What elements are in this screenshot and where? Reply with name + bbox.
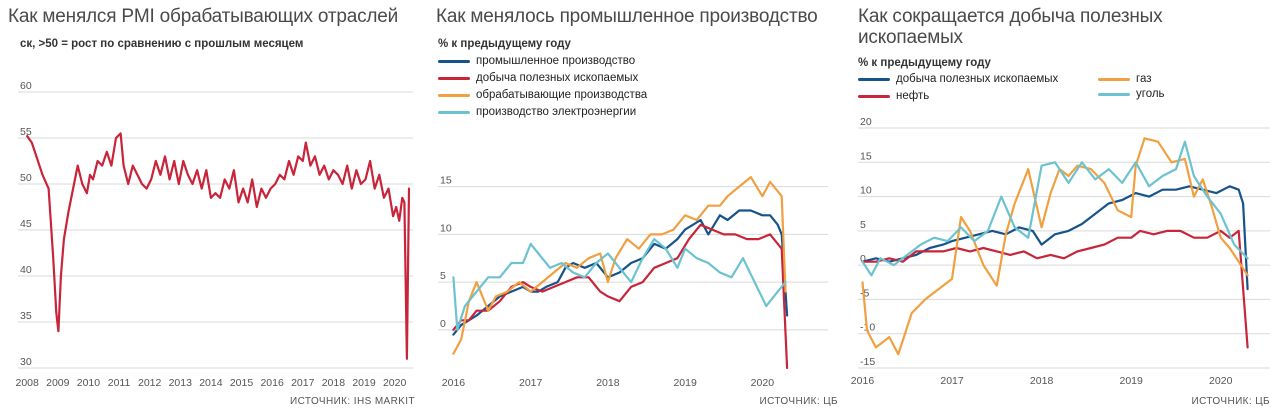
x-tick-label: 2016 <box>442 377 466 389</box>
legend-item: добыча полезных ископаемых <box>858 73 1058 85</box>
y-tick-label: 40 <box>20 264 32 276</box>
legend-label: газ <box>1136 73 1152 85</box>
x-tick-label: 2008 <box>16 377 40 389</box>
legend-label: нефть <box>896 90 930 102</box>
series-line-pmi <box>26 132 411 360</box>
legend-swatch <box>438 110 470 114</box>
legend-label: промышленное производство <box>476 55 636 67</box>
y-tick-label: 10 <box>860 185 872 197</box>
chart-source: ИСТОЧНИК: ЦБ <box>759 396 838 407</box>
y-tick-label: 5 <box>440 270 446 282</box>
y-tick-label: 35 <box>20 310 32 322</box>
x-tick-label: 2017 <box>291 377 315 389</box>
series-line-series <box>861 229 1249 349</box>
chart-source: ИСТОЧНИК: IHS MARKIT <box>290 396 415 407</box>
y-tick-label: 15 <box>440 175 452 187</box>
chart-panel-pmi: Как менялся PMI обрабатывающих отраслей … <box>0 0 425 417</box>
chart-panel-mining: Как сокращается добыча полезных ископаем… <box>850 0 1280 417</box>
y-tick-label: 15 <box>860 150 872 162</box>
x-tick-label: 2019 <box>1119 375 1143 387</box>
y-tick-label: 0 <box>860 253 866 265</box>
legend-label: производство электроэнергии <box>476 106 637 118</box>
x-tick-label: 2020 <box>1209 375 1233 387</box>
legend-swatch <box>858 94 890 98</box>
y-tick-label: 5 <box>860 219 866 231</box>
y-tick-label: 55 <box>20 126 32 138</box>
legend-item: производство электроэнергии <box>438 106 636 118</box>
x-tick-label: 2020 <box>751 377 775 389</box>
x-tick-label: 2017 <box>519 377 543 389</box>
x-tick-label: 2016 <box>851 375 875 387</box>
legend-item: обрабатывающие производства <box>438 89 647 101</box>
y-tick-label: -5 <box>860 287 869 299</box>
series-line-series <box>861 185 1249 291</box>
y-tick-label: 10 <box>440 222 452 234</box>
legend-item: добыча полезных ископаемых <box>438 72 638 84</box>
legend-swatch <box>1098 92 1130 96</box>
y-tick-label: 20 <box>860 116 872 128</box>
series-line-series <box>452 238 787 331</box>
chart-title: Как менялось промышленное производство <box>436 6 818 27</box>
legend-item: промышленное производство <box>438 55 635 67</box>
x-tick-label: 2013 <box>169 377 193 389</box>
x-tick-label: 2017 <box>940 375 964 387</box>
x-tick-label: 2019 <box>673 377 697 389</box>
x-tick-label: 2009 <box>46 377 70 389</box>
y-tick-label: 60 <box>20 80 32 92</box>
legend-item: нефть <box>858 90 929 102</box>
x-tick-label: 2011 <box>108 377 131 389</box>
legend-item: уголь <box>1098 88 1165 100</box>
legend-swatch <box>858 77 890 81</box>
x-tick-label: 2020 <box>383 377 407 389</box>
chart-title: Как сокращается добыча полезных ископаем… <box>858 6 1163 48</box>
y-tick-label: 0 <box>440 318 446 330</box>
series-line-series <box>452 223 789 370</box>
x-tick-label: 2018 <box>596 377 620 389</box>
y-tick-label: 50 <box>20 172 32 184</box>
chart-subtitle: % к предыдущему году <box>858 57 991 69</box>
x-tick-label: 2012 <box>138 377 162 389</box>
legend-item: газ <box>1098 73 1151 85</box>
chart-panel-industrial-production: Как менялось промышленное производство %… <box>428 0 848 417</box>
series-line-series <box>452 176 787 355</box>
x-tick-label: 2014 <box>199 377 223 389</box>
series-line-series <box>452 209 789 336</box>
chart-plot-pmi: 30 35 40 45 50 55 60 2008 2009 2010 2011 2012 2013 20… <box>16 80 413 389</box>
legend-label: добыча полезных ископаемых <box>476 72 639 84</box>
y-tick-label: -15 <box>860 356 875 368</box>
legend-label: уголь <box>1136 88 1165 100</box>
x-tick-label: 2015 <box>230 377 254 389</box>
legend-label: добыча полезных ископаемых <box>896 73 1059 85</box>
x-tick-label: 2018 <box>1030 375 1054 387</box>
x-tick-label: 2016 <box>260 377 284 389</box>
x-tick-label: 2019 <box>352 377 376 389</box>
chart-subtitle: ск, >50 = рост по сравнению с прошлым ме… <box>20 38 304 50</box>
y-tick-label: 30 <box>20 356 32 368</box>
chart-source: ИСТОЧНИК: ЦБ <box>1191 396 1270 407</box>
legend-swatch <box>438 59 470 63</box>
chart-plot-industrial-production: 0 5 10 15 2016 2017 2018 2019 2020 <box>438 175 828 389</box>
y-tick-label: 45 <box>20 218 32 230</box>
legend-label: обрабатывающие производства <box>476 89 648 101</box>
series-line-series <box>861 140 1249 277</box>
legend-swatch <box>438 76 470 80</box>
legend-swatch <box>438 93 470 97</box>
chart-title: Как менялся PMI обрабатывающих отраслей <box>8 6 399 27</box>
x-tick-label: 2018 <box>322 377 346 389</box>
legend-swatch <box>1098 77 1130 81</box>
x-tick-label: 2010 <box>77 377 101 389</box>
chart-subtitle: % к предыдущему году <box>438 38 571 50</box>
